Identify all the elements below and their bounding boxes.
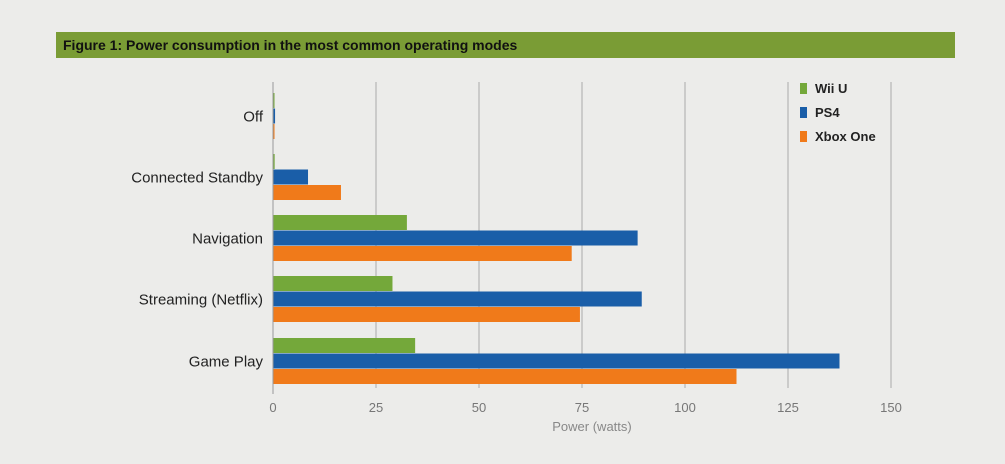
- category-label-streaming-netflix: Streaming (Netflix): [139, 291, 263, 308]
- legend-swatch-wii-u: [800, 83, 807, 94]
- bar-game-play-xbox-one: [273, 369, 737, 384]
- bar-connected-standby-ps4: [273, 169, 309, 185]
- legend-swatch-xbox-one: [800, 131, 807, 142]
- x-tick-label-50: 50: [472, 400, 486, 415]
- bar-navigation-ps4: [273, 230, 638, 246]
- legend-label-xbox-one: Xbox One: [815, 129, 876, 144]
- category-label-off: Off: [243, 108, 264, 125]
- category-label-connected-standby: Connected Standby: [131, 169, 263, 186]
- bar-off-wii-u: [273, 93, 275, 108]
- category-label-navigation: Navigation: [192, 230, 263, 247]
- legend: Wii U PS4 Xbox One: [800, 81, 876, 144]
- bar-connected-standby-wii-u: [273, 154, 275, 169]
- bar-navigation-wii-u: [273, 215, 407, 230]
- bars: [273, 93, 840, 384]
- legend-label-ps4: PS4: [815, 105, 840, 120]
- x-axis-title: Power (watts): [552, 419, 631, 434]
- bar-game-play-wii-u: [273, 338, 416, 353]
- x-tick-label-150: 150: [880, 400, 902, 415]
- legend-label-wii-u: Wii U: [815, 81, 847, 96]
- bar-off-xbox-one: [273, 124, 275, 139]
- bar-connected-standby-xbox-one: [273, 185, 341, 200]
- bar-navigation-xbox-one: [273, 246, 572, 261]
- category-labels: Off Connected Standby Navigation Streaming …: [131, 108, 264, 370]
- x-tick-label-75: 75: [575, 400, 589, 415]
- x-tick-label-100: 100: [674, 400, 696, 415]
- x-tick-label-0: 0: [269, 400, 276, 415]
- bar-off-ps4: [273, 108, 276, 124]
- bar-streaming-netflix-xbox-one: [273, 307, 580, 322]
- bar-streaming-netflix-wii-u: [273, 276, 393, 291]
- x-axis: 0 25 50 75 100 125 150: [269, 82, 902, 415]
- legend-swatch-ps4: [800, 107, 807, 118]
- bar-game-play-ps4: [273, 353, 840, 369]
- category-label-game-play: Game Play: [189, 353, 264, 370]
- x-tick-label-125: 125: [777, 400, 799, 415]
- bar-streaming-netflix-ps4: [273, 291, 642, 307]
- chart-title: Figure 1: Power consumption in the most …: [56, 32, 955, 58]
- x-tick-label-25: 25: [369, 400, 383, 415]
